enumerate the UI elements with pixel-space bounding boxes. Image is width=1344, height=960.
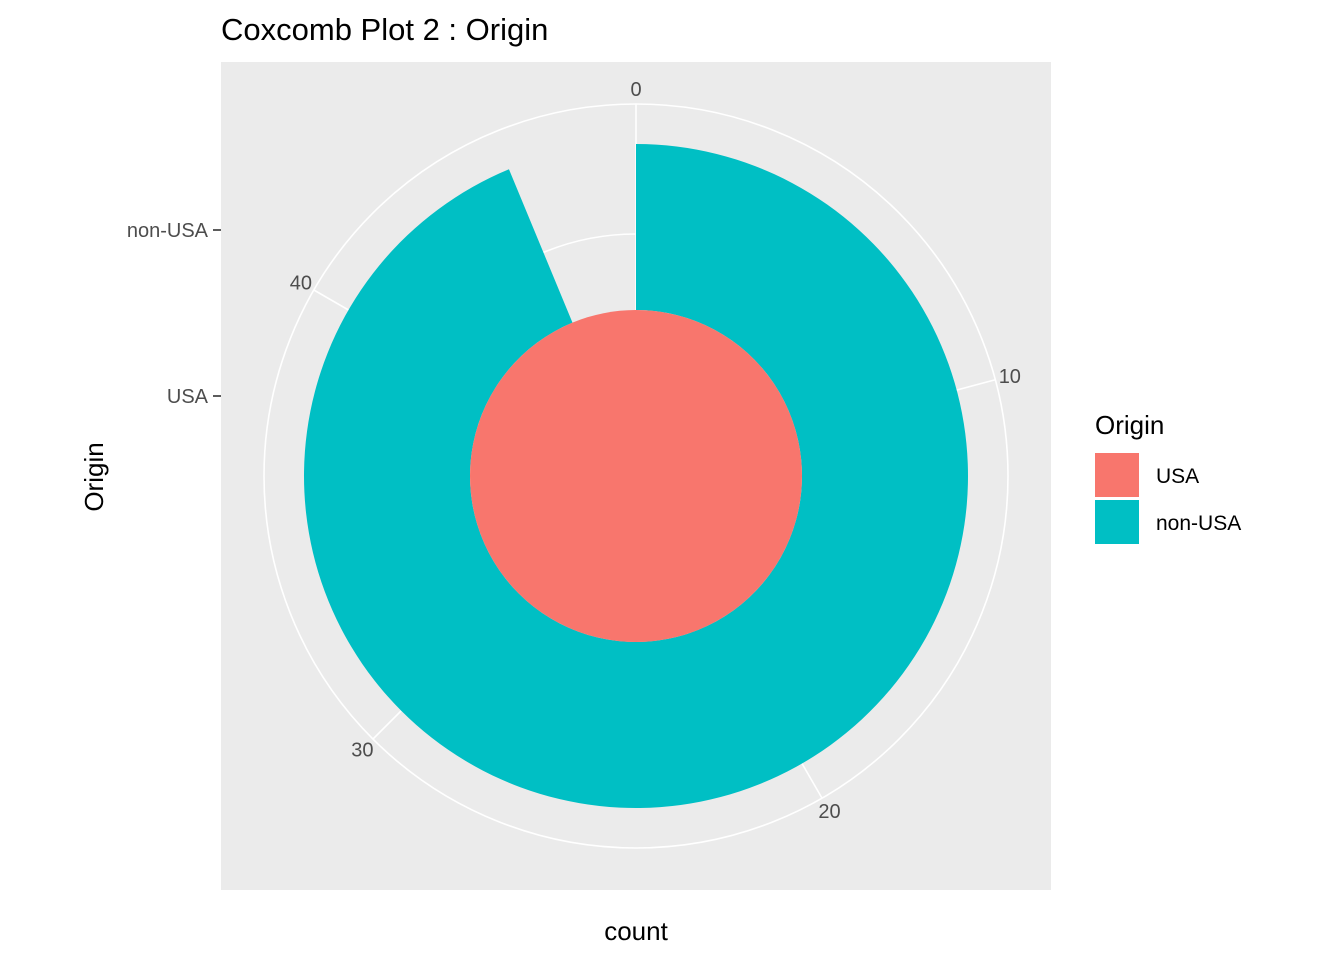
theta-tick-label: 40: [290, 273, 312, 295]
radial-tick-label: USA: [167, 386, 209, 408]
legend: Origin USA non-USA: [1095, 410, 1241, 544]
chart-marks: [304, 144, 968, 808]
theta-tick-labels: 0 10 20 30 40: [290, 79, 1021, 823]
legend-swatch: [1095, 500, 1139, 544]
chart-title: Coxcomb Plot 2 : Origin: [221, 12, 548, 47]
legend-title: Origin: [1095, 410, 1164, 440]
legend-swatch: [1095, 453, 1139, 497]
sector-USA: [470, 310, 802, 642]
legend-label: non-USA: [1156, 512, 1241, 535]
theta-tick-label: 30: [351, 740, 373, 762]
y-axis-title: Origin: [79, 442, 109, 511]
theta-tick-label: 10: [999, 366, 1021, 388]
x-axis-title: count: [604, 916, 668, 946]
sector-non-USA: [304, 144, 968, 808]
theta-tick-label: 0: [630, 79, 641, 101]
theta-tick-label: 20: [818, 801, 840, 823]
radial-tick-label: non-USA: [127, 220, 209, 242]
radial-tick-labels: USA non-USA: [127, 220, 221, 408]
legend-label: USA: [1156, 465, 1199, 488]
